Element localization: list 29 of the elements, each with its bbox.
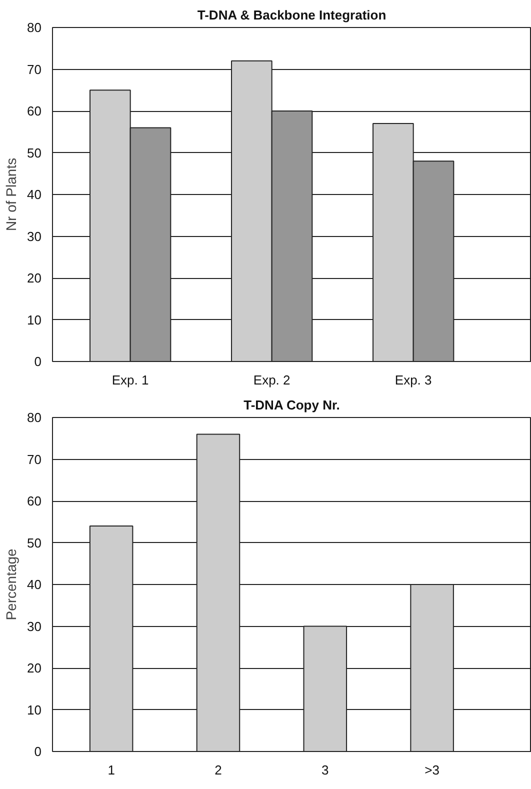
x-tick-label: 3 [322,762,329,778]
y-tick-label: 0 [34,354,42,369]
x-tick-label: 2 [214,762,222,778]
y-tick-label: 40 [27,187,42,202]
y-tick-label: 70 [27,62,42,77]
y-tick-label: 20 [27,660,42,676]
y-tick-label: 30 [27,618,42,634]
y-tick-label: 20 [27,270,42,286]
y-tick-label: 50 [27,535,42,550]
y-tick-label: 70 [27,452,42,467]
x-tick-label: Exp. 1 [112,372,149,388]
y-axis-title: Nr of Plants [3,158,20,232]
y-tick-label: 10 [27,702,42,718]
x-tick-label: >3 [424,762,440,778]
chart-title: T-DNA Copy Nr. [244,398,340,412]
y-tick-label: 40 [27,577,42,592]
y-axis-title: Percentage [3,548,20,620]
y-tick-label: 30 [27,228,42,244]
y-tick-label: 80 [27,20,42,35]
y-tick-label: 60 [27,104,42,118]
x-tick-label: Exp. 3 [394,372,432,388]
y-tick-label: 0 [34,744,42,759]
y-tick-label: 60 [27,494,42,508]
y-tick-label: 80 [27,410,42,425]
y-tick-label: 50 [27,145,42,160]
y-tick-label: 10 [27,312,42,328]
chart-title: T-DNA & Backbone Integration [197,8,386,22]
x-tick-label: 1 [108,762,115,778]
x-tick-label: Exp. 2 [253,372,290,388]
